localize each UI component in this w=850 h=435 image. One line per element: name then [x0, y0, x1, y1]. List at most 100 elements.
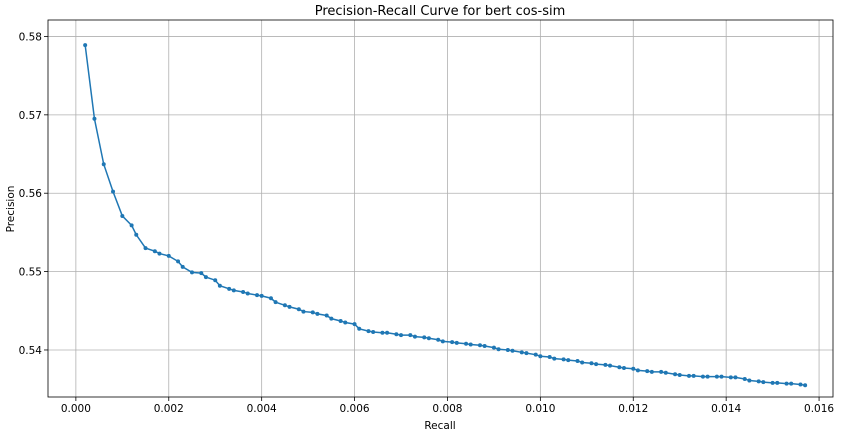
x-tick-label: 0.004 [247, 403, 277, 415]
data-point [324, 313, 329, 318]
data-point [770, 380, 775, 385]
x-tick-label: 0.016 [804, 403, 834, 415]
data-point [589, 361, 594, 366]
chart-title: Precision-Recall Curve for bert cos-sim [315, 4, 566, 19]
data-point [259, 293, 264, 298]
data-point [775, 380, 780, 385]
data-point [649, 369, 654, 374]
data-point [635, 368, 640, 373]
x-tick-label: 0.000 [61, 403, 91, 415]
data-point [450, 340, 455, 345]
data-point [180, 264, 185, 269]
data-point [700, 374, 705, 379]
data-point [454, 340, 459, 345]
data-point [663, 370, 668, 375]
data-point [496, 347, 501, 352]
data-point [199, 271, 204, 276]
data-point [315, 311, 320, 316]
data-point [399, 333, 404, 338]
data-point [217, 283, 222, 288]
data-point [166, 253, 171, 258]
data-point [742, 376, 747, 381]
data-point [352, 322, 357, 327]
data-point [101, 162, 106, 167]
data-point [134, 232, 139, 237]
data-point [659, 369, 664, 374]
data-point [566, 358, 571, 363]
data-point [519, 350, 524, 355]
y-tick-label: 0.57 [19, 110, 42, 122]
data-point [645, 369, 650, 374]
data-point [143, 246, 148, 251]
data-point [561, 357, 566, 362]
data-point [92, 116, 97, 121]
data-point [621, 366, 626, 370]
data-point [338, 318, 343, 323]
data-point [538, 354, 543, 359]
data-point [631, 366, 636, 371]
data-point [491, 345, 496, 350]
x-tick-label: 0.006 [340, 403, 370, 415]
data-point [203, 275, 208, 280]
data-point [533, 352, 538, 357]
data-point [268, 296, 273, 301]
data-point [673, 372, 678, 377]
data-point [784, 381, 789, 386]
x-tick-label: 0.012 [618, 403, 648, 415]
data-point [357, 326, 362, 331]
data-point [157, 251, 162, 256]
series-line [84, 44, 806, 386]
data-point [687, 373, 692, 378]
x-axis-label: Recall [424, 420, 455, 432]
data-point [129, 223, 134, 228]
data-point [505, 347, 510, 352]
y-tick-label: 0.55 [19, 267, 42, 279]
data-point [189, 270, 194, 275]
data-point [510, 348, 515, 353]
x-tick-label: 0.008 [432, 403, 462, 415]
data-point [603, 362, 608, 367]
data-point [552, 356, 557, 361]
data-point [747, 378, 752, 383]
data-point [343, 320, 348, 325]
data-point [176, 259, 181, 264]
data-point [152, 249, 157, 254]
y-axis-label: Precision [5, 186, 17, 233]
data-point [120, 213, 125, 218]
y-tick-label: 0.56 [19, 188, 43, 200]
data-point [371, 329, 376, 334]
data-point [691, 373, 696, 378]
data-point [714, 374, 719, 379]
data-point [310, 310, 315, 315]
data-point [464, 341, 469, 346]
data-point [231, 288, 236, 293]
data-point [705, 374, 710, 379]
data-point [366, 329, 371, 334]
data-point [524, 351, 529, 356]
data-point [385, 330, 390, 335]
data-point [227, 286, 232, 291]
data-point [677, 373, 682, 378]
data-point [241, 289, 246, 294]
x-tick-label: 0.002 [154, 403, 184, 415]
x-tick-label: 0.014 [711, 403, 741, 415]
data-point [287, 304, 292, 309]
data-point [761, 380, 766, 385]
data-point [482, 344, 487, 349]
data-point [422, 335, 427, 340]
data-point [408, 333, 413, 338]
data-point [213, 278, 218, 283]
grid [48, 20, 833, 397]
data-point [440, 339, 445, 344]
data-point [301, 309, 306, 314]
data-point [412, 334, 417, 339]
data-point [580, 360, 585, 365]
x-tick-label: 0.010 [525, 403, 555, 415]
data-point [798, 382, 803, 387]
series-layer [83, 43, 808, 388]
y-tick-label: 0.58 [19, 31, 42, 43]
data-point [547, 355, 552, 360]
ticks: 0.000 0.002 0.004 0.006 0.008 0.010 0.012 0.014… [19, 31, 835, 415]
data-point [273, 300, 278, 305]
data-point [394, 332, 399, 337]
